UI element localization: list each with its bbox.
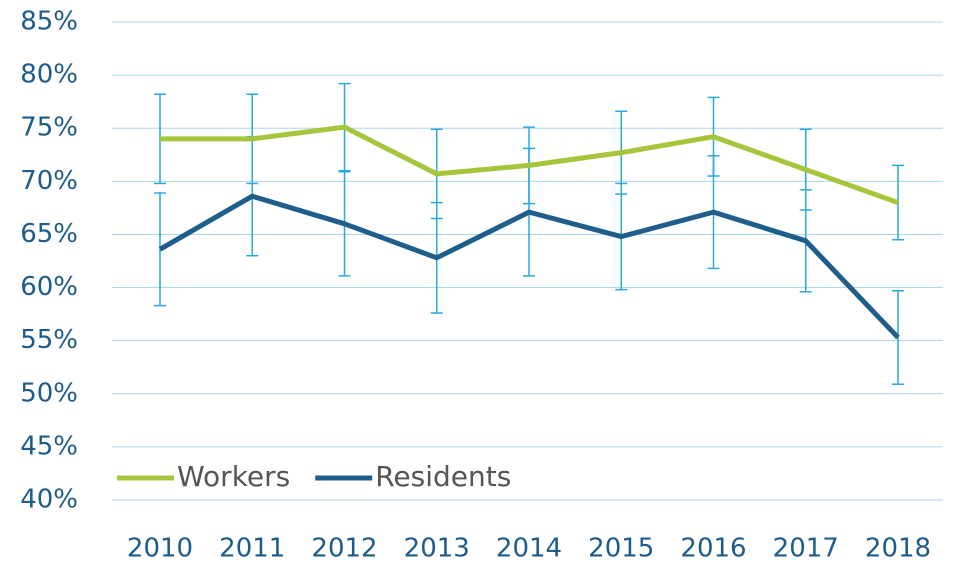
legend-label: Residents (375, 460, 511, 493)
series-line (160, 124, 899, 205)
y-tick-label: 60% (20, 272, 78, 302)
x-tick-label: 2018 (865, 534, 931, 564)
y-tick-label: 45% (20, 431, 78, 461)
legend-label: Workers (177, 460, 290, 493)
y-tick-label: 80% (20, 60, 78, 90)
x-tick-label: 2011 (219, 534, 285, 564)
x-tick-label: 2016 (680, 534, 746, 564)
y-tick-label: 50% (20, 378, 78, 408)
x-tick-label: 2013 (404, 534, 470, 564)
x-tick-label: 2017 (773, 534, 839, 564)
x-tick-label: 2014 (496, 534, 562, 564)
x-tick-label: 2015 (588, 534, 654, 564)
y-tick-label: 40% (20, 485, 78, 515)
y-tick-label: 65% (20, 219, 78, 249)
y-tick-label: 85% (20, 7, 78, 37)
x-tick-label: 2010 (127, 534, 193, 564)
x-tick-label: 2012 (311, 534, 377, 564)
y-tick-label: 70% (20, 166, 78, 196)
series-line (158, 193, 900, 340)
y-tick-label: 55% (20, 325, 78, 355)
y-tick-label: 75% (20, 113, 78, 143)
